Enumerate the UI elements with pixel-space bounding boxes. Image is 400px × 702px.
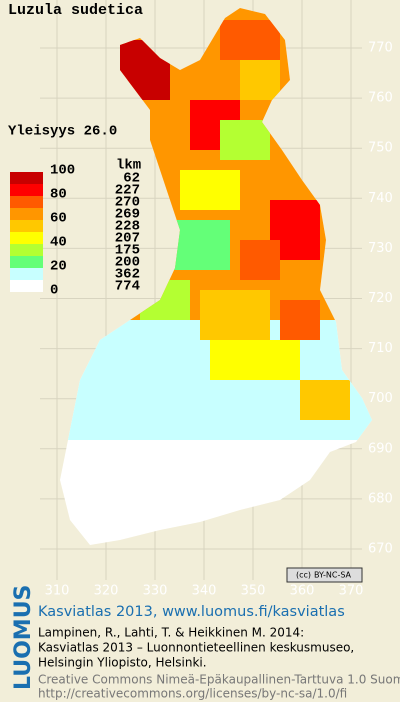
legend-swatch — [10, 220, 43, 232]
legend-swatch — [10, 256, 43, 268]
legend-count: 362 — [115, 267, 140, 283]
northing-label: 740 — [368, 191, 393, 206]
legend-scale-label: 20 — [50, 259, 67, 275]
license-badge-text: BY-NC-SA — [314, 571, 352, 580]
legend-count: 269 — [115, 207, 140, 223]
legend-count: 62 — [123, 171, 140, 187]
northing-label: 690 — [368, 441, 393, 456]
legend-count: 175 — [115, 243, 140, 259]
legend-swatch — [10, 196, 43, 208]
legend: 6222727026922820717520036277410080604020… — [10, 163, 140, 299]
legend-swatch — [10, 232, 43, 244]
citation-line: Kasviatlas 2013 – Luonnontieteellinen ke… — [38, 641, 354, 655]
legend-scale-label: 80 — [50, 187, 67, 203]
northing-label: 670 — [368, 542, 393, 557]
legend-count: 207 — [115, 231, 140, 247]
license-line: http://creativecommons.org/licenses/by-n… — [38, 687, 347, 701]
legend-swatch — [10, 184, 43, 196]
legend-count: 270 — [115, 195, 140, 211]
easting-label: 310 — [45, 584, 70, 599]
legend-count: 228 — [115, 219, 140, 235]
northing-label: 680 — [368, 491, 393, 506]
legend-scale-label: 100 — [50, 163, 75, 179]
legend-count: 227 — [115, 183, 140, 199]
frequency: Yleisyys 26.0 — [8, 124, 117, 140]
easting-label: 330 — [143, 584, 168, 599]
northing-label: 710 — [368, 341, 393, 356]
license-badge — [286, 567, 363, 583]
legend-scale-label: 60 — [50, 211, 67, 227]
easting-label: 320 — [94, 584, 119, 599]
easting-label: 340 — [192, 584, 217, 599]
citation-line: Lampinen, R., Lahti, T. & Heikkinen M. 2… — [38, 626, 304, 640]
easting-label: 360 — [290, 584, 315, 599]
northing-label: 750 — [368, 141, 393, 156]
legend-swatch — [10, 172, 43, 184]
footer-link: Kasviatlas 2013, www.luomus.fi/kasviatla… — [38, 604, 345, 620]
legend-swatch — [10, 208, 43, 220]
legend-swatch — [10, 280, 43, 292]
legend-swatch — [10, 244, 43, 256]
logo: LUOMUS — [11, 585, 36, 690]
legend-swatch — [10, 268, 43, 280]
legend-unit: lkm — [116, 158, 141, 174]
northing-label: 760 — [368, 91, 393, 106]
legend-scale-label: 40 — [50, 235, 67, 251]
northing-label: 700 — [368, 391, 393, 406]
easting-label: 370 — [339, 584, 364, 599]
cc-icon: (cc) — [296, 571, 311, 580]
title: Luzula sudetica — [8, 2, 143, 19]
legend-scale-label: 0 — [50, 283, 58, 299]
northing-label: 770 — [368, 41, 393, 56]
footer: Lampinen, R., Lahti, T. & Heikkinen M. 2… — [38, 626, 400, 701]
finland-map — [60, 8, 372, 545]
license-line: Creative Commons Nimeä-Epäkaupallinen-Ta… — [38, 673, 400, 687]
citation-line: Helsingin Yliopisto, Helsinki. — [38, 656, 207, 670]
northing-label: 730 — [368, 241, 393, 256]
northing-label: 720 — [368, 291, 393, 306]
easting-label: 350 — [241, 584, 266, 599]
legend-count: 200 — [115, 255, 140, 271]
legend-count: 774 — [115, 279, 140, 295]
